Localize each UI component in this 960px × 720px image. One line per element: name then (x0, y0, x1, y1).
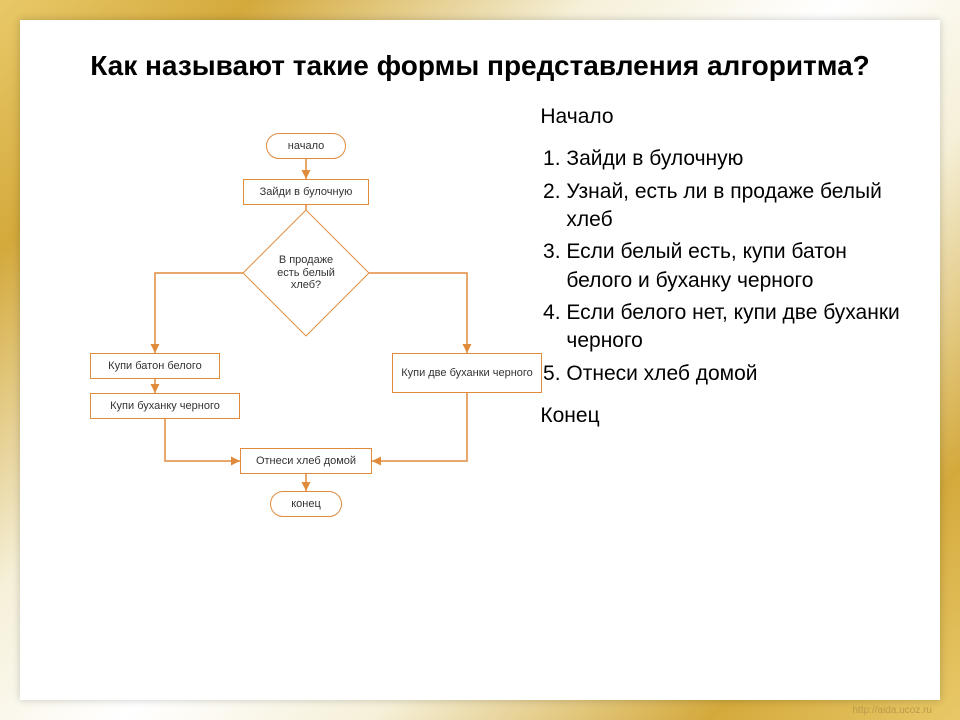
node-right1: Купи две буханки черного (392, 353, 542, 393)
flowchart-area: начало Зайди в булочную В продаже есть б… (60, 93, 530, 633)
node-end: конец (270, 491, 342, 517)
text-end: Конец (540, 402, 910, 430)
node-step5: Отнеси хлеб домой (240, 448, 372, 474)
algorithm-text: Начало Зайди в булочную Узнай, есть ли в… (530, 93, 910, 633)
node-cond: В продаже есть белый хлеб? (261, 228, 351, 318)
node-left2: Купи буханку черного (90, 393, 240, 419)
slide-page: Как называют такие формы представления а… (20, 20, 940, 700)
node-cond-label: В продаже есть белый хлеб? (261, 254, 351, 292)
list-item: Отнеси хлеб домой (566, 360, 910, 388)
list-item: Если белого нет, купи две буханки черног… (566, 299, 910, 356)
watermark: http://aida.ucoz.ru (853, 705, 933, 716)
node-left1: Купи батон белого (90, 353, 220, 379)
node-step1: Зайди в булочную (243, 179, 369, 205)
page-title: Как называют такие формы представления а… (60, 48, 900, 83)
text-start: Начало (540, 103, 910, 131)
list-item: Зайди в булочную (566, 145, 910, 173)
slide-frame: Как называют такие формы представления а… (0, 0, 960, 720)
list-item: Узнай, есть ли в продаже белый хлеб (566, 178, 910, 235)
node-start: начало (266, 133, 346, 159)
list-item: Если белый есть, купи батон белого и бух… (566, 238, 910, 295)
content-row: начало Зайди в булочную В продаже есть б… (60, 93, 900, 633)
text-steps-list: Зайди в булочную Узнай, есть ли в продаж… (540, 145, 910, 388)
